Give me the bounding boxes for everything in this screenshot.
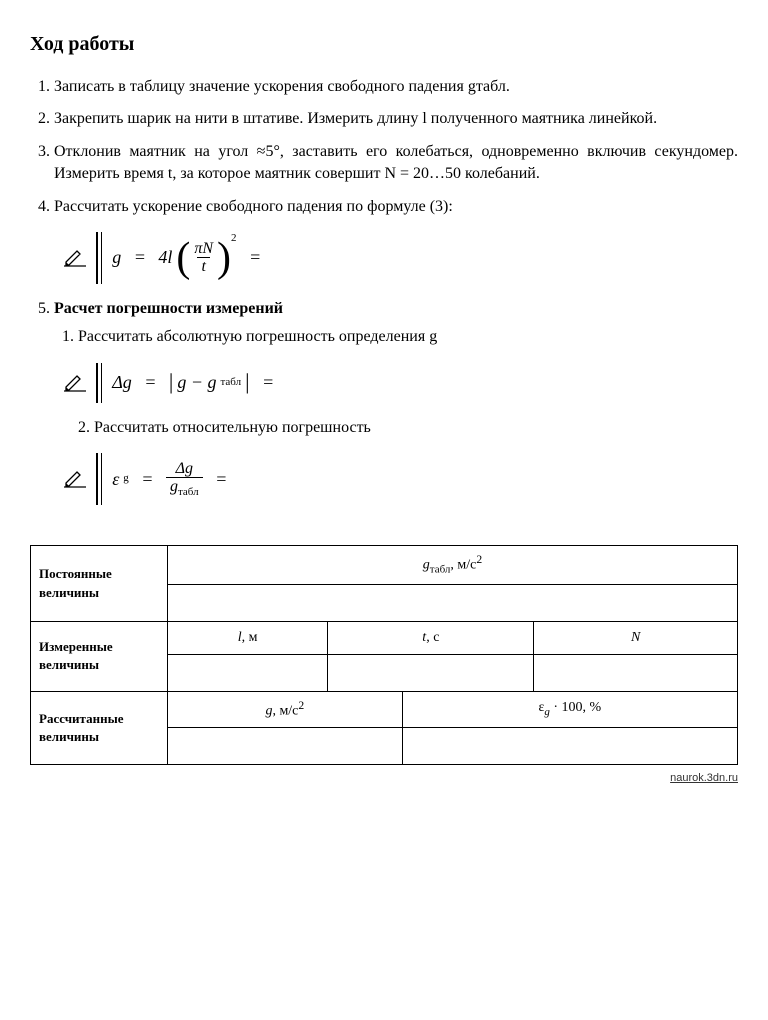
row3-label: Рассчитанные величины (31, 691, 168, 764)
f3-den-sub: табл (178, 486, 199, 498)
step5-sub1: Рассчитать абсолютную погрешность опреде… (78, 326, 738, 348)
page-title: Ход работы (30, 30, 738, 58)
f3-eq: = (141, 467, 153, 492)
f2-eq: = (144, 370, 156, 395)
watermark: naurok.3dn.ru (30, 771, 738, 786)
step5-sub2-num: 2. (78, 419, 94, 436)
row3-v1 (168, 727, 403, 764)
f1-tail: = (249, 245, 261, 270)
f1-den: t (197, 257, 209, 276)
row2-h2: t, с (328, 621, 534, 654)
f3-lhs: ε (112, 467, 119, 492)
step-5: Расчет погрешности измерений Рассчитать … (30, 298, 738, 349)
row2-label: Измеренные величины (31, 621, 168, 691)
step-1: Записать в таблицу значение ускорения св… (54, 76, 738, 98)
pencil-icon (64, 374, 86, 392)
step-3: Отклонив маятник на угол ≈5°, заставить … (54, 141, 738, 186)
f1-lhs: g (112, 245, 121, 270)
f2-tail: = (262, 370, 274, 395)
f2-body: g − g (177, 370, 216, 395)
f1-coef: 4l (158, 245, 172, 270)
step-text: Отклонив маятник на угол ≈5°, заставить … (54, 143, 738, 182)
row3-v2 (402, 727, 737, 764)
pencil-icon (64, 249, 86, 267)
procedure-list: Записать в таблицу значение ускорения св… (30, 76, 738, 218)
row1-header: gтабл, м/с2 (168, 546, 738, 585)
row2-v2 (328, 654, 534, 691)
f3-lhs-sub: g (123, 471, 129, 486)
step5-title: Расчет погрешности измерений (54, 300, 283, 317)
row2-v3 (534, 654, 738, 691)
row1-value (168, 584, 738, 621)
step-text: Закрепить шарик на нити в штативе. Измер… (54, 110, 657, 127)
step5-sub2: Рассчитать относительную погрешность (94, 419, 371, 436)
row3-h1: g, м/с2 (168, 691, 403, 727)
row2-h1: l, м (168, 621, 328, 654)
f1-num: πN (190, 240, 217, 258)
f2-abs-close: | (245, 367, 249, 398)
formula-g: g = 4l ( πN t ) 2 = (64, 232, 738, 284)
step-2: Закрепить шарик на нити в штативе. Измер… (54, 108, 738, 130)
double-bar-icon (96, 363, 102, 403)
formula-dg: Δg = | g − g табл | = (64, 363, 738, 403)
f1-eq: = (134, 245, 146, 270)
step-text: Записать в таблицу значение ускорения св… (54, 78, 510, 95)
double-bar-icon (96, 453, 102, 505)
results-table: Постоянные величины gтабл, м/с2 Измеренн… (30, 545, 738, 765)
f3-den: g (170, 478, 178, 495)
row3-h2: εg · 100, % (402, 691, 737, 727)
f2-lhs: Δg (112, 370, 132, 395)
f2-sub: табл (220, 375, 241, 390)
f2-abs-open: | (169, 367, 173, 398)
f3-tail: = (215, 467, 227, 492)
double-bar-icon (96, 232, 102, 284)
step-text: Рассчитать ускорение свободного падения … (54, 198, 453, 215)
f1-exp: 2 (231, 231, 237, 246)
formula-eps: εg = Δg gтабл = (64, 453, 738, 505)
f3-num: Δg (172, 460, 197, 478)
step-4: Рассчитать ускорение свободного падения … (54, 196, 738, 218)
pencil-icon (64, 470, 86, 488)
row2-v1 (168, 654, 328, 691)
row2-h3: N (534, 621, 738, 654)
row1-label: Постоянные величины (31, 546, 168, 622)
